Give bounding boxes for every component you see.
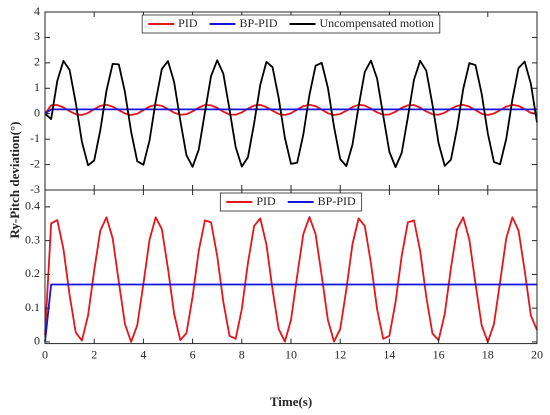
- y-tick-label: 1: [34, 80, 40, 94]
- x-axis-label: Time(s): [270, 394, 312, 409]
- plot-frame: [44, 189, 538, 345]
- series-line: [44, 59, 538, 169]
- y-tick-label: -2: [30, 156, 40, 170]
- x-tick-label: 18: [482, 347, 494, 361]
- y-tick-label: 0: [34, 334, 40, 348]
- x-tick-label: 16: [433, 347, 445, 361]
- legend-label: PID: [178, 16, 198, 30]
- x-tick-label: 8: [239, 347, 245, 361]
- x-tick-label: 10: [285, 347, 297, 361]
- series-line: [44, 103, 538, 116]
- series-line: [44, 283, 537, 343]
- y-axis-label: Ry-Pitch deviation(°): [7, 121, 22, 238]
- x-tick-label: 6: [190, 347, 196, 361]
- y-tick-label: 0.1: [25, 300, 40, 314]
- y-tick-label: 0: [34, 105, 40, 119]
- y-tick-label: 4: [34, 4, 40, 18]
- y-tick-label: 2: [34, 55, 40, 69]
- legend-label: Uncompensated motion: [320, 16, 434, 30]
- x-tick-label: 4: [140, 347, 146, 361]
- y-tick-label: 0.4: [25, 199, 40, 213]
- x-tick-label: 2: [91, 347, 97, 361]
- x-tick-label: 0: [42, 347, 48, 361]
- legend-label: BP-PID: [240, 16, 278, 30]
- series-line: [44, 216, 538, 343]
- legend-label: PID: [256, 194, 276, 208]
- y-tick-label: -1: [30, 131, 40, 145]
- y-tick-label: 0.2: [25, 266, 40, 280]
- x-tick-label: 14: [383, 347, 395, 361]
- x-tick-label: 12: [334, 347, 346, 361]
- y-tick-label: 3: [34, 29, 40, 43]
- y-tick-label: -3: [30, 182, 40, 196]
- x-tick-label: 20: [531, 347, 543, 361]
- legend-label: BP-PID: [318, 194, 356, 208]
- y-tick-label: 0.3: [25, 232, 40, 246]
